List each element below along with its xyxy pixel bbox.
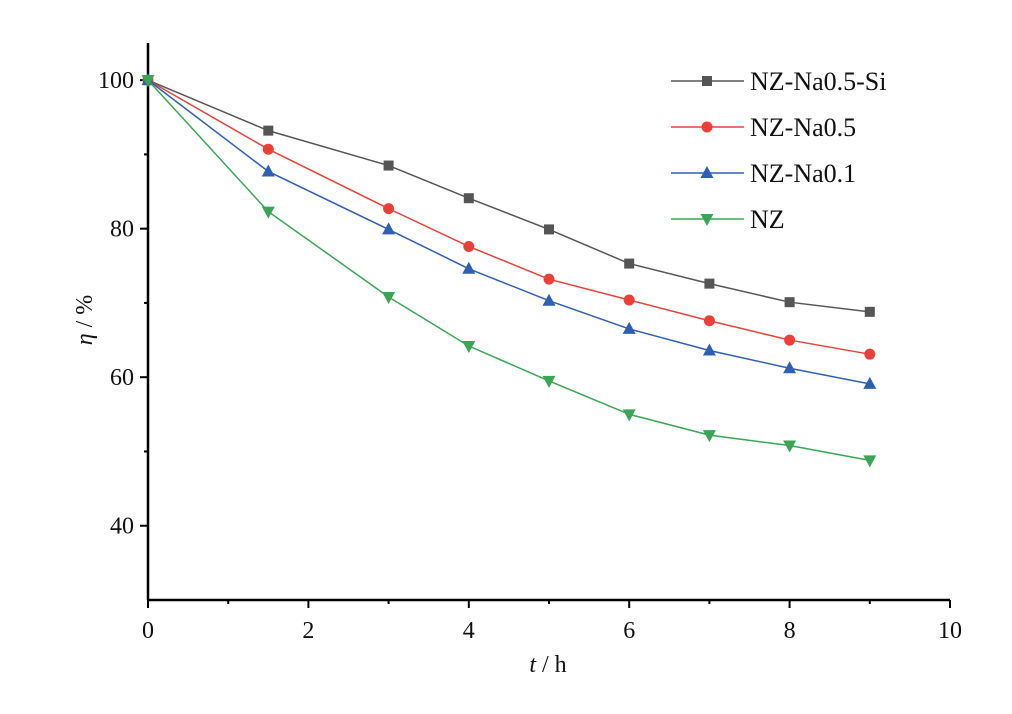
data-point — [543, 273, 555, 285]
data-point — [463, 240, 475, 252]
data-point — [624, 258, 635, 269]
data-point — [462, 341, 476, 354]
x-tick-label: 0 — [142, 618, 154, 644]
data-point — [863, 455, 877, 468]
legend-marker — [702, 76, 712, 86]
legend-marker — [701, 121, 713, 133]
y-tick-label: 80 — [110, 217, 134, 243]
data-point — [784, 297, 795, 308]
x-tick-label: 2 — [302, 618, 314, 644]
data-point — [864, 348, 876, 360]
series-group — [141, 73, 877, 468]
data-point — [622, 321, 636, 334]
data-point — [261, 206, 275, 219]
x-axis-label: t / h — [529, 652, 566, 678]
data-point — [462, 261, 476, 274]
data-point — [703, 315, 715, 327]
data-point — [382, 291, 396, 304]
data-point — [463, 193, 474, 204]
data-point — [864, 306, 875, 317]
axes: 0 2 4 6 8 10 40 60 80 100 — [98, 43, 962, 644]
y-tick-label: 40 — [110, 514, 134, 540]
series-nz-na0-1 — [141, 73, 877, 389]
x-tick-label: 4 — [463, 618, 475, 644]
data-point — [783, 440, 797, 453]
data-point — [704, 278, 715, 289]
y-tick-label: 100 — [98, 68, 134, 94]
data-point — [263, 125, 274, 136]
legend-marker — [700, 166, 714, 178]
legend-label: NZ — [750, 205, 785, 234]
legend-marker — [700, 214, 714, 226]
data-point — [783, 361, 797, 374]
data-point — [544, 224, 554, 235]
data-point — [542, 293, 556, 306]
data-point — [383, 203, 395, 215]
y-axis-label: η / % — [72, 295, 98, 346]
x-tick-label: 8 — [784, 618, 796, 644]
data-point — [702, 430, 716, 443]
legend-item: NZ-Na0.5-Si — [671, 67, 886, 96]
legend-label: NZ-Na0.1 — [750, 159, 856, 188]
legend-item: NZ — [671, 205, 785, 234]
data-point — [784, 334, 796, 346]
y-tick-label: 60 — [110, 365, 134, 391]
data-point — [382, 222, 396, 235]
legend-label: NZ-Na0.5-Si — [750, 67, 886, 96]
data-point — [262, 143, 274, 155]
data-point — [383, 160, 394, 171]
legend-item: NZ-Na0.1 — [671, 159, 856, 188]
data-point — [622, 409, 636, 422]
data-point — [261, 164, 275, 177]
legend: NZ-Na0.5-Si NZ-Na0.5 NZ-Na0.1 NZ — [671, 67, 886, 234]
data-point — [623, 294, 635, 306]
data-point — [863, 376, 877, 389]
series-nz-na0-5-si — [143, 75, 875, 317]
x-tick-label: 6 — [623, 618, 635, 644]
data-point — [141, 75, 155, 88]
series-nz — [141, 75, 877, 468]
x-tick-label: 10 — [938, 618, 962, 644]
legend-item: NZ-Na0.5 — [671, 113, 856, 142]
legend-label: NZ-Na0.5 — [750, 113, 856, 142]
data-point — [702, 343, 716, 356]
data-point — [542, 375, 556, 388]
